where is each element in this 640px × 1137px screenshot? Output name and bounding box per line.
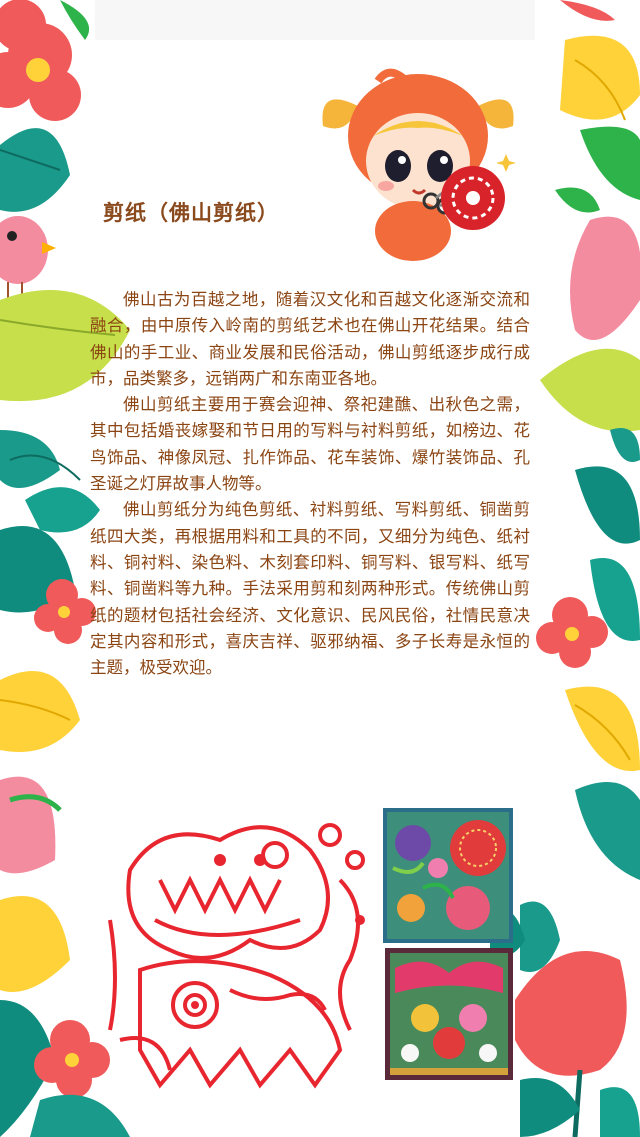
top-strip — [95, 0, 535, 40]
flower-papercut-artwork — [383, 808, 513, 943]
pattern-papercut-artwork — [385, 948, 513, 1080]
right-mid-flower — [536, 597, 608, 668]
fish-hat-mascot-icon — [322, 68, 516, 261]
article-title: 剪纸（佛山剪纸） — [103, 201, 279, 225]
right-bottom-flower — [515, 951, 627, 1137]
paragraph-2: 佛山剪纸主要用于赛会迎神、祭祀建醮、出秋色之需，其中包括婚丧嫁娶和节日用的写料与… — [90, 395, 530, 494]
pink-bird — [0, 216, 56, 302]
left-top-flower — [0, 0, 81, 121]
left-mid-flower — [34, 579, 96, 644]
red-papercut-flower-icon — [441, 166, 505, 230]
lion-papercut-image — [108, 823, 365, 1089]
left-bottom-flower — [34, 1020, 110, 1098]
paragraph-1: 佛山古为百越之地，随着汉文化和百越文化逐渐交流和融合，由中原传入岭南的剪纸艺术也… — [90, 290, 530, 388]
paragraph-3: 佛山剪纸分为纯色剪纸、衬料剪纸、写料剪纸、铜凿剪纸四大类，再根据用料和工具的不同… — [90, 500, 530, 678]
article-body: 佛山古为百越之地，随着汉文化和百越文化逐渐交流和融合，由中原传入岭南的剪纸艺术也… — [90, 287, 530, 681]
